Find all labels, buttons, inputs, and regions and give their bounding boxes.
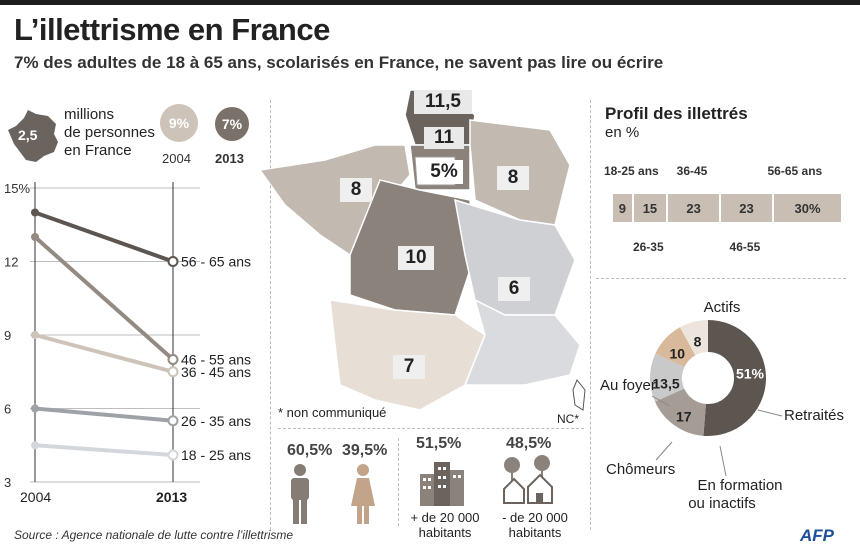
age-line-chart: 3 6 9 12 15% 2004 2013 56 - 65 ans 46 - 55 ans36… <box>4 181 251 505</box>
series-line <box>33 406 175 423</box>
data-point <box>167 354 179 365</box>
profile-segment: 9 <box>613 194 632 222</box>
donut-slice <box>703 320 766 436</box>
profile-category-label: 18-25 ans <box>604 164 659 178</box>
profile-segment: 23 <box>721 194 772 222</box>
series-line <box>33 443 175 458</box>
afp-logo: AFP <box>800 526 834 545</box>
leader-line <box>719 445 727 477</box>
map-value-east: 6 <box>498 277 530 301</box>
series-line <box>33 235 175 362</box>
data-point <box>31 404 39 413</box>
top-rule <box>0 0 860 5</box>
y-tick-label: 12 <box>4 255 18 270</box>
data-point <box>31 233 39 241</box>
profile-category-label: 26-35 <box>632 240 664 254</box>
map-value-north: 11,5 <box>414 90 472 114</box>
data-point <box>31 441 39 450</box>
profile-category-label: 46-55 <box>729 240 761 254</box>
y-tick-label: 9 <box>4 328 11 343</box>
status-donut-chart: 51% 17 13,5 10 8 Actifs Retraités En formationo… <box>600 299 844 512</box>
y-tick-label: 3 <box>4 475 11 490</box>
rate-2013-circle: 7% <box>215 107 249 141</box>
map-value-northeast: 8 <box>497 166 529 190</box>
map-value-paris: 5% <box>425 160 463 184</box>
data-point <box>31 331 39 339</box>
profile-segment: 23 <box>668 194 720 222</box>
series-line <box>33 333 175 374</box>
y-tick-label: 15% <box>4 181 30 196</box>
donut-category-label: Chômeurs <box>606 461 675 478</box>
profile-segment: 15 <box>633 194 667 222</box>
donut-category-label: Au foyer <box>600 377 656 394</box>
data-point <box>167 256 179 267</box>
urban-label: + de 20 000 habitants <box>410 510 480 540</box>
rate-2013-year: 2013 <box>215 151 244 166</box>
leader-line <box>757 409 783 417</box>
rural-label: - de 20 000 habitants <box>502 510 568 540</box>
donut-category-label: En formation <box>697 477 782 494</box>
donut-slice <box>679 320 709 356</box>
count-value: 2,5 <box>18 127 38 143</box>
data-point <box>167 366 179 378</box>
data-point <box>167 449 179 461</box>
series-label: 18 - 25 ans <box>181 447 251 463</box>
leader-line <box>655 441 673 461</box>
x-tick-label: 2013 <box>156 489 187 505</box>
male-icon <box>291 464 309 524</box>
y-tick-label: 6 <box>4 402 11 417</box>
series-label: 46 - 55 ans <box>181 352 251 368</box>
donut-slice <box>655 387 707 436</box>
page-subtitle: 7% des adultes de 18 à 65 ans, scolarisé… <box>14 53 664 72</box>
donut-category-label: Retraités <box>784 407 844 424</box>
donut-value-label: 17 <box>676 408 692 424</box>
male-percent: 60,5% <box>287 442 333 459</box>
map-value-center: 10 <box>398 246 434 270</box>
profile-segment: 30% <box>774 194 841 222</box>
map-note: * non communiqué <box>278 405 387 420</box>
donut-value-label: 8 <box>694 333 702 349</box>
map-nc-label: NC* <box>557 412 580 426</box>
series-label: 26 - 35 ans <box>181 413 251 429</box>
count-label: millions de personnes en France <box>64 106 155 159</box>
profile-unit: en % <box>605 124 640 141</box>
region-southeast <box>463 298 581 386</box>
female-icon <box>351 464 375 524</box>
series-line <box>33 210 175 264</box>
donut-category-label: Actifs <box>704 299 741 316</box>
source-note: Source : Agence nationale de lutte contr… <box>14 528 294 542</box>
donut-value-label: 13,5 <box>652 376 679 392</box>
page-title: L’illettrisme en France <box>14 12 330 47</box>
data-point <box>31 208 39 217</box>
series-label: 36 - 45 ans <box>181 364 251 380</box>
map-value-southwest: 7 <box>393 355 425 379</box>
france-silhouette-icon <box>8 110 58 162</box>
donut-slice <box>655 327 697 368</box>
donut-value-label: 51% <box>736 366 765 382</box>
rate-2004-year: 2004 <box>162 151 191 166</box>
donut-category-label: ou inactifs <box>688 495 756 512</box>
rural-percent: 48,5% <box>506 435 552 452</box>
profile-title: Profil des illettrés <box>605 104 748 123</box>
rate-2004-circle: 9% <box>160 104 198 142</box>
leader-line <box>651 395 671 407</box>
female-percent: 39,5% <box>342 442 388 459</box>
city-buildings-icon <box>420 462 464 506</box>
corsica <box>572 379 586 411</box>
donut-slice <box>650 353 685 402</box>
data-point <box>167 415 179 427</box>
urban-percent: 51,5% <box>416 435 462 452</box>
village-houses-icon <box>503 455 553 504</box>
series-label: 56 - 65 ans <box>181 254 251 270</box>
x-tick-label: 2004 <box>20 489 51 505</box>
profile-category-label: 36-45 <box>676 164 708 178</box>
map-value-idf: 11 <box>424 127 464 149</box>
profile-category-label: 56-65 ans <box>767 164 823 178</box>
map-value-northwest: 8 <box>340 178 372 202</box>
donut-value-label: 10 <box>669 345 685 361</box>
